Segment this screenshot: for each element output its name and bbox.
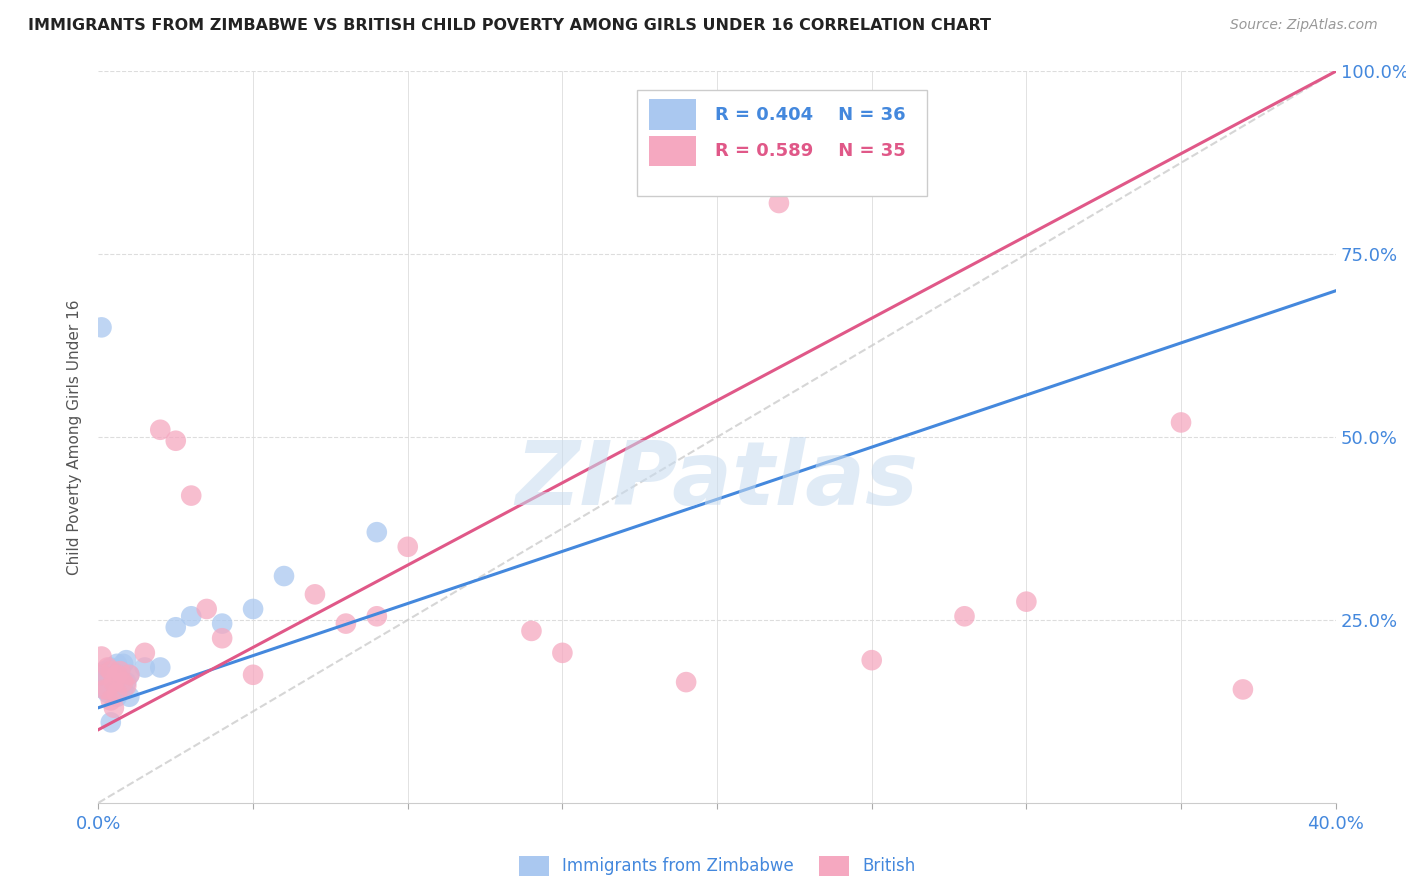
Point — [165, 434, 187, 448]
Point — [211, 632, 233, 646]
Point — [90, 672, 112, 686]
Point — [195, 602, 218, 616]
Point — [108, 667, 131, 681]
Point — [273, 569, 295, 583]
Point — [100, 660, 122, 674]
Point — [149, 660, 172, 674]
Text: R = 0.404    N = 36: R = 0.404 N = 36 — [714, 105, 905, 123]
Point — [211, 616, 233, 631]
Point — [103, 682, 125, 697]
Point — [108, 675, 131, 690]
Point — [112, 682, 135, 697]
Point — [93, 664, 115, 678]
Point — [100, 715, 122, 730]
Point — [768, 196, 790, 211]
Point — [366, 525, 388, 540]
Point — [103, 667, 125, 681]
Point — [112, 657, 135, 671]
Point — [242, 602, 264, 616]
Point — [100, 675, 122, 690]
Point — [90, 667, 112, 681]
Point — [953, 609, 976, 624]
Point — [115, 679, 138, 693]
Bar — [650, 136, 696, 167]
Point — [165, 620, 187, 634]
Point — [105, 686, 128, 700]
Point — [100, 693, 122, 707]
Point — [1170, 416, 1192, 430]
Point — [118, 667, 141, 681]
Point — [118, 690, 141, 704]
Text: Source: ZipAtlas.com: Source: ZipAtlas.com — [1230, 18, 1378, 32]
Point — [675, 675, 697, 690]
Text: ZIPatlas: ZIPatlas — [516, 437, 918, 524]
Point — [105, 667, 128, 681]
Text: R = 0.589    N = 35: R = 0.589 N = 35 — [714, 142, 905, 160]
Point — [134, 646, 156, 660]
Point — [105, 690, 128, 704]
Point — [304, 587, 326, 601]
Point — [97, 682, 120, 697]
Point — [180, 609, 202, 624]
Point — [90, 320, 112, 334]
Point — [1015, 594, 1038, 608]
Point — [112, 675, 135, 690]
Point — [396, 540, 419, 554]
Point — [97, 667, 120, 681]
Point — [115, 653, 138, 667]
Point — [520, 624, 543, 638]
Point — [103, 675, 125, 690]
Point — [103, 686, 125, 700]
Point — [90, 667, 112, 681]
Point — [105, 657, 128, 671]
Point — [93, 682, 115, 697]
Point — [335, 616, 357, 631]
Point — [93, 682, 115, 697]
Point — [860, 653, 883, 667]
Point — [103, 700, 125, 714]
Point — [115, 675, 138, 690]
Point — [93, 679, 115, 693]
Point — [108, 664, 131, 678]
Point — [551, 646, 574, 660]
Point — [97, 660, 120, 674]
Point — [366, 609, 388, 624]
Point — [100, 667, 122, 681]
Bar — [650, 99, 696, 130]
Legend: Immigrants from Zimbabwe, British: Immigrants from Zimbabwe, British — [512, 850, 922, 882]
Text: IMMIGRANTS FROM ZIMBABWE VS BRITISH CHILD POVERTY AMONG GIRLS UNDER 16 CORRELATI: IMMIGRANTS FROM ZIMBABWE VS BRITISH CHIL… — [28, 18, 991, 33]
Point — [118, 667, 141, 681]
Point — [105, 675, 128, 690]
Point — [108, 664, 131, 678]
Point — [242, 667, 264, 681]
Point — [97, 682, 120, 697]
Point — [149, 423, 172, 437]
Y-axis label: Child Poverty Among Girls Under 16: Child Poverty Among Girls Under 16 — [67, 300, 83, 574]
Point — [97, 686, 120, 700]
Point — [180, 489, 202, 503]
Point — [100, 664, 122, 678]
Point — [1232, 682, 1254, 697]
Point — [134, 660, 156, 674]
Point — [90, 649, 112, 664]
FancyBboxPatch shape — [637, 90, 928, 195]
